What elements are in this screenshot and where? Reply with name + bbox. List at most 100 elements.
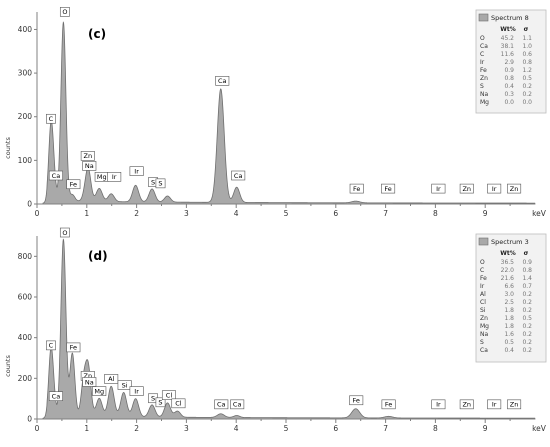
x-tick-label: 0 — [35, 424, 40, 433]
peak-label-text: Ir — [492, 185, 497, 193]
peak-label-box — [161, 390, 176, 400]
peak-label-box — [231, 170, 246, 181]
legend-wt-value: 0.5 — [504, 339, 514, 346]
legend-wt-value: 0.9 — [504, 67, 514, 74]
legend-swatch — [478, 13, 489, 22]
legend-col-wt: Wt% — [500, 26, 516, 33]
legend: Spectrum 3 Wt% σ O 36.5 0.9 C 22.0 0.8 Fe 21.6 1.4 I… — [475, 233, 547, 363]
peak-label-ir: Ir — [487, 399, 502, 410]
x-tick-label: 8 — [433, 424, 438, 433]
peak-label-ca: Ca — [231, 170, 246, 181]
peak-label-text: Fe — [70, 344, 77, 352]
peak-label-text: S — [158, 180, 162, 188]
legend-element: Ir — [480, 59, 485, 66]
x-tick-label: 7 — [383, 424, 388, 433]
x-tick-label: 0 — [35, 209, 40, 218]
peak-label-zn: Zn — [459, 183, 474, 194]
legend: Spectrum 8 Wt% σ O 45.2 1.1 Ca 38.1 1.0 C 11.6 0.6 I… — [475, 9, 547, 114]
legend-element: Zn — [480, 315, 488, 322]
legend-sigma-value: 0.2 — [522, 83, 532, 90]
peak-label-ir: Ir — [107, 172, 122, 182]
legend-sigma-value: 0.8 — [522, 267, 532, 274]
peak-label-text: Na — [85, 162, 94, 170]
legend-wt-value: 3.0 — [504, 291, 514, 298]
legend-sigma-value: 0.0 — [522, 99, 532, 106]
legend-element: C — [480, 51, 484, 58]
legend-wt-value: 11.6 — [501, 51, 515, 58]
peak-label-text: Ir — [436, 401, 441, 409]
peak-label-box — [129, 386, 144, 396]
legend-title: Spectrum 3 — [491, 238, 529, 246]
legend-box — [475, 9, 547, 114]
x-tick-label: 9 — [483, 424, 488, 433]
y-tick-label: 600 — [18, 293, 33, 302]
peak-label-text: Mg — [97, 173, 107, 181]
legend-sigma-value: 0.2 — [522, 331, 532, 338]
legend-col-sigma: σ — [524, 250, 529, 257]
y-tick-label: 800 — [18, 252, 33, 261]
peak-label-fe: Fe — [349, 395, 364, 406]
legend-wt-value: 1.8 — [504, 307, 514, 314]
peak-label-box — [107, 172, 122, 182]
legend-wt-value: 0.4 — [504, 347, 514, 354]
spectrum-panel-d: 0 1 2 3 4 5 6 7 8 9 keV 0 200 400 600 800 counts (d) C O Ca F… — [0, 226, 550, 447]
legend-sigma-value: 0.7 — [522, 283, 532, 290]
peak-label-box — [487, 399, 502, 410]
peak-label-box — [381, 183, 396, 194]
legend-wt-value: 0.0 — [504, 99, 514, 106]
peak-label-fe: Fe — [66, 179, 81, 190]
peak-label-box — [66, 342, 81, 353]
peak-label-text: Ir — [134, 167, 139, 175]
legend-wt-value: 1.8 — [504, 323, 514, 330]
peak-label-text: Cl — [166, 391, 173, 399]
x-tick-label: 6 — [333, 209, 338, 218]
panel-label: (d) — [88, 249, 108, 263]
peak-label-zn: Zn — [507, 183, 522, 194]
peak-label-box — [59, 7, 70, 17]
peak-label-cl: Cl — [161, 390, 176, 400]
legend-element: Na — [480, 91, 488, 98]
legend-element: Si — [480, 307, 486, 314]
legend-wt-value: 38.1 — [501, 43, 515, 50]
x-tick-label: 2 — [134, 424, 139, 433]
legend-sigma-value: 0.6 — [522, 51, 532, 58]
peak-label-text: Fe — [70, 181, 77, 189]
peak-label-s: S — [155, 397, 166, 408]
peak-label-al: Al — [104, 374, 119, 384]
peak-label-zn: Zn — [459, 399, 474, 410]
x-tick-label: 8 — [433, 209, 438, 218]
spectrum-c-svg: 0 1 2 3 4 5 6 7 8 9 keV0100200300400counts(c)COCaF… — [4, 7, 547, 218]
peak-label-text: Fe — [384, 185, 391, 193]
peak-label-text: S — [151, 395, 155, 403]
peak-label-ir: Ir — [129, 386, 144, 396]
y-tick-label: 400 — [18, 25, 33, 34]
y-tick-label: 300 — [18, 69, 33, 78]
peak-label-box — [104, 374, 119, 384]
x-tick-label: 3 — [184, 209, 189, 218]
peak-label-box — [507, 183, 522, 194]
peak-label-ir: Ir — [431, 183, 446, 194]
legend-sigma-value: 0.2 — [522, 299, 532, 306]
peak-label-text: C — [49, 115, 54, 123]
peak-label-text: Cl — [175, 400, 182, 408]
peak-label-text: Zn — [510, 401, 519, 409]
legend-element: Ir — [480, 283, 485, 290]
legend-wt-value: 0.3 — [504, 91, 514, 98]
x-tick-label: 5 — [284, 424, 289, 433]
legend-element: Cl — [480, 299, 486, 306]
legend-wt-value: 0.8 — [504, 75, 514, 82]
legend-wt-value: 21.6 — [501, 275, 515, 282]
peak-label-text: Si — [122, 381, 128, 389]
peak-label-text: Zn — [84, 152, 93, 160]
peak-label-text: Ca — [234, 172, 243, 180]
peak-label-box — [48, 391, 63, 401]
legend-element: O — [480, 35, 485, 42]
peak-label-text: Mg — [94, 387, 104, 395]
peak-label-text: Zn — [462, 401, 471, 409]
peak-label-fe: Fe — [381, 183, 396, 194]
spectrum-panel-c: 0 1 2 3 4 5 6 7 8 9 keV 0 100 200 300 400 counts (c) C O Ca F… — [0, 0, 550, 218]
peak-label-text: Fe — [353, 185, 360, 193]
legend-element: Ca — [480, 43, 488, 50]
spectrum-d-svg: 0 1 2 3 4 5 6 7 8 9 keV0200400600800counts(d)COCaF… — [4, 227, 547, 433]
peak-label-text: Al — [108, 375, 114, 383]
